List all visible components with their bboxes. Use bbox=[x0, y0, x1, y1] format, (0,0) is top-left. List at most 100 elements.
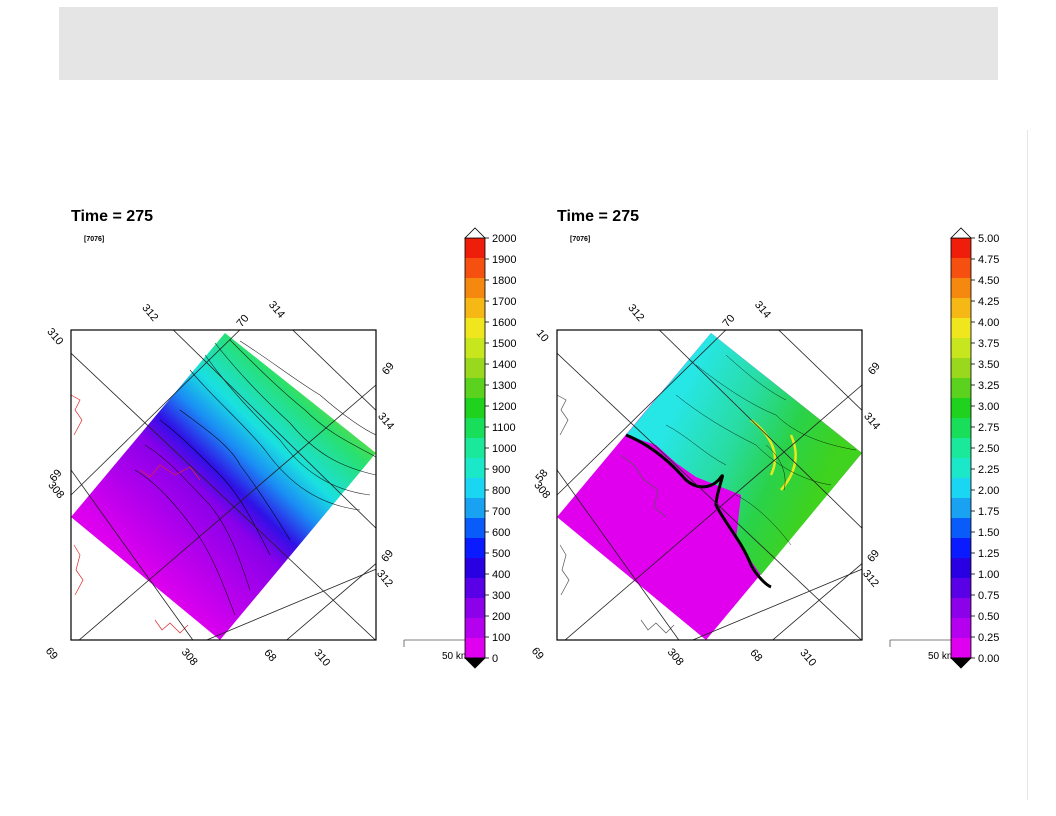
colorbar-tick-label: 1.50 bbox=[978, 527, 999, 539]
colorbar-segment bbox=[951, 238, 971, 258]
colorbar-segment bbox=[951, 438, 971, 458]
ice-margin bbox=[625, 433, 772, 589]
grid-label: 310 bbox=[797, 647, 818, 669]
colorbar-tick-label: 1700 bbox=[492, 296, 516, 308]
colorbar-min-arrow bbox=[950, 657, 972, 669]
colorbar-segment bbox=[465, 478, 485, 498]
colorbar-tick-label: 1800 bbox=[492, 275, 516, 287]
colorbar-tick-label: 3.00 bbox=[978, 401, 999, 413]
colorbar-tick-label: 100 bbox=[492, 632, 510, 644]
colorbar-segment bbox=[951, 598, 971, 618]
grid-label: 314 bbox=[266, 299, 287, 321]
grid-label: 312 bbox=[860, 568, 881, 590]
colorbar-tick-label: 1.00 bbox=[978, 569, 999, 581]
data-domain-fill bbox=[71, 333, 376, 640]
colorbar-segment bbox=[951, 498, 971, 518]
colorbar-tick-label: 5.00 bbox=[978, 233, 999, 245]
colorbar-tick-label: 1500 bbox=[492, 338, 516, 350]
colorbar-tick-label: 600 bbox=[492, 527, 510, 539]
colorbar-segment bbox=[951, 258, 971, 278]
top-banner bbox=[59, 7, 998, 80]
colorbar-tick-label: 300 bbox=[492, 590, 510, 602]
grid-label: 308 bbox=[45, 479, 66, 501]
map-panel-thickness: Time = 275 [7076] bbox=[526, 195, 1026, 690]
colorbar-segment bbox=[465, 338, 485, 358]
colorbar-tick-label: 1100 bbox=[492, 422, 516, 434]
colorbar: 0 100 200 300 400 500 600 700 800 900 1000 1100 1200… bbox=[464, 227, 516, 669]
colorbar-tick-label: 0.50 bbox=[978, 611, 999, 623]
grid-label: 10 bbox=[534, 327, 551, 344]
colorbar-segment bbox=[465, 578, 485, 598]
colorbar-tick-label: 2.00 bbox=[978, 485, 999, 497]
colorbar-segment bbox=[465, 438, 485, 458]
colorbar-tick-label: 700 bbox=[492, 506, 510, 518]
colorbar-segment bbox=[951, 418, 971, 438]
colorbar-segment bbox=[951, 478, 971, 498]
colorbar-segment bbox=[951, 558, 971, 578]
colorbar-tick-label: 2.50 bbox=[978, 443, 999, 455]
colorbar-tick-label: 4.50 bbox=[978, 275, 999, 287]
colorbar-tick-label: 400 bbox=[492, 569, 510, 581]
colorbar-segment bbox=[951, 458, 971, 478]
colorbar-tick-label: 3.75 bbox=[978, 338, 999, 350]
colorbar-tick-label: 1.25 bbox=[978, 548, 999, 560]
colorbar-tick-label: 0.75 bbox=[978, 590, 999, 602]
colorbar: 0.00 0.25 0.50 0.75 1.00 1.25 1.50 1.75 2.00 2.25… bbox=[950, 227, 999, 669]
colorbar-tick-label: 3.50 bbox=[978, 359, 999, 371]
grid-label: 69 bbox=[43, 645, 60, 662]
colorbar-segment bbox=[465, 538, 485, 558]
colorbar-tick-label: 0.25 bbox=[978, 632, 999, 644]
grid-label: 314 bbox=[375, 410, 396, 432]
colorbar-segment bbox=[951, 618, 971, 638]
colorbar-tick-label: 1200 bbox=[492, 401, 516, 413]
colorbar-segment bbox=[951, 398, 971, 418]
map-figure: Time = 275 [7076] bbox=[529, 208, 1000, 669]
colorbar-segment bbox=[465, 498, 485, 518]
grid-label: 314 bbox=[861, 410, 882, 432]
colorbar-segment bbox=[465, 238, 485, 258]
grid-label: 70 bbox=[720, 313, 737, 330]
colorbar-segment bbox=[465, 618, 485, 638]
grid-label: 70 bbox=[234, 313, 251, 330]
grid-label: 314 bbox=[752, 299, 773, 321]
grid-label: 69 bbox=[379, 548, 396, 565]
colorbar-tick-label: 1400 bbox=[492, 359, 516, 371]
colorbar-tick-label: 500 bbox=[492, 548, 510, 560]
right-divider bbox=[1027, 130, 1028, 800]
map-frame bbox=[556, 329, 863, 641]
colorbar-tick-label: 0.00 bbox=[978, 653, 999, 665]
colorbar-segment bbox=[951, 378, 971, 398]
colorbar-segment bbox=[951, 538, 971, 558]
colorbar-segment bbox=[465, 358, 485, 378]
colorbar-tick-label: 3.25 bbox=[978, 380, 999, 392]
colorbar-tick-label: 4.00 bbox=[978, 317, 999, 329]
grid-label: 69 bbox=[866, 360, 883, 377]
colorbar-tick-label: 1900 bbox=[492, 254, 516, 266]
colorbar-segment bbox=[465, 418, 485, 438]
colorbar-tick-label: 1000 bbox=[492, 443, 516, 455]
colorbar-segment bbox=[465, 378, 485, 398]
map-frame bbox=[70, 329, 377, 641]
graticule bbox=[557, 330, 862, 640]
grid-label: 312 bbox=[625, 302, 646, 324]
contour-lines bbox=[134, 339, 376, 616]
plot-title: Time = 275 bbox=[71, 208, 153, 225]
colorbar-tick-label: 1.75 bbox=[978, 506, 999, 518]
colorbar-segment bbox=[465, 638, 485, 658]
colorbar-min-arrow bbox=[464, 657, 486, 669]
colorbar-segment bbox=[951, 578, 971, 598]
coastline bbox=[71, 394, 201, 634]
colorbar-segment bbox=[465, 278, 485, 298]
colorbar-tick-label: 0 bbox=[492, 653, 498, 665]
grid-label: 69 bbox=[865, 548, 882, 565]
grid-label: 69 bbox=[529, 645, 546, 662]
colorbar-segment bbox=[951, 278, 971, 298]
colorbar-segment bbox=[951, 518, 971, 538]
colorbar-segment bbox=[951, 358, 971, 378]
colorbar-tick-label: 800 bbox=[492, 485, 510, 497]
colorbar-max-arrow bbox=[950, 227, 972, 239]
grid-label: 310 bbox=[311, 647, 332, 669]
colorbar-segment bbox=[951, 338, 971, 358]
colorbar-tick-label: 4.75 bbox=[978, 254, 999, 266]
grid-label: 308 bbox=[665, 646, 686, 668]
